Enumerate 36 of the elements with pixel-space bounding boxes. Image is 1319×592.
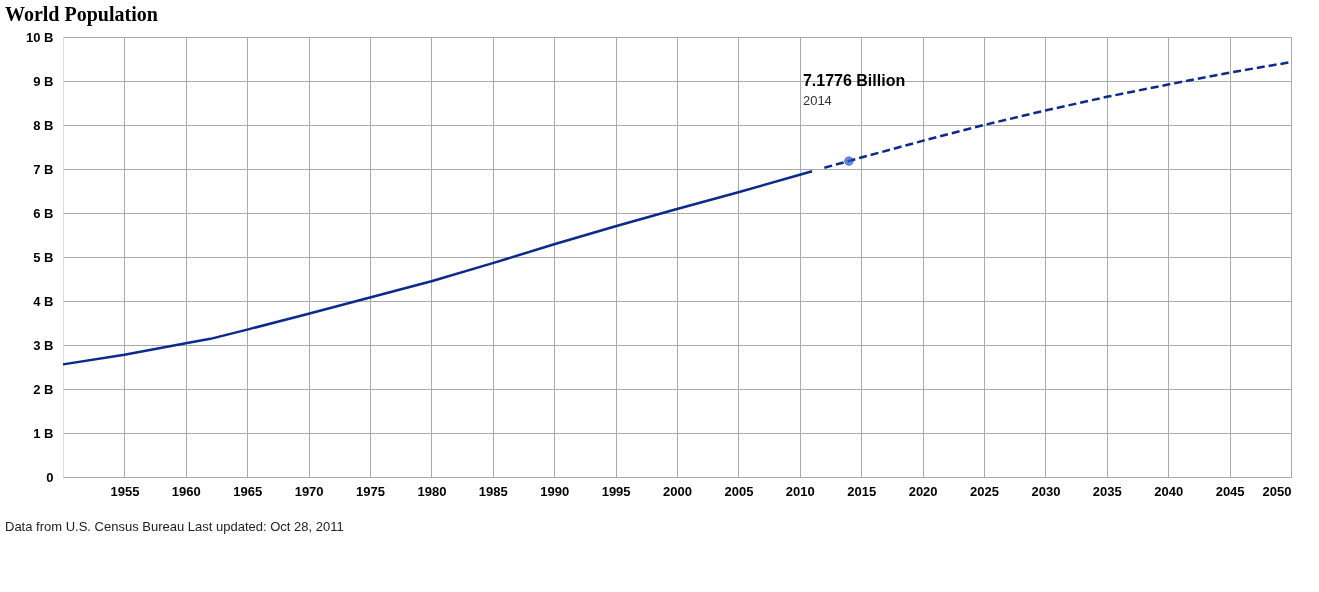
y-tick-label: 4 B	[33, 293, 54, 309]
x-tick-label: 2020	[908, 483, 938, 499]
line-series	[61, 169, 814, 366]
y-tick-label: 7 B	[33, 161, 54, 177]
x-tick-label: 2005	[724, 483, 754, 499]
x-tick-label: 2035	[1092, 483, 1122, 499]
y-tick-label: 8 B	[33, 117, 54, 133]
x-tick-label: 1985	[478, 483, 508, 499]
x-tick-label: 2045	[1215, 483, 1245, 499]
y-tick-label: 2 B	[33, 381, 54, 397]
x-tick-label: 1970	[294, 483, 324, 499]
x-tick-label: 1980	[417, 483, 447, 499]
x-tick-label: 1960	[171, 483, 201, 499]
y-tick-label: 0	[46, 469, 54, 485]
x-tick-label: 2010	[785, 483, 815, 499]
x-tick-label: 2000	[663, 483, 692, 499]
x-tick-label: 1995	[601, 483, 631, 499]
chart-title: World Population	[5, 3, 158, 26]
y-tick-label: 1 B	[33, 425, 54, 441]
x-tick-label: 1975	[356, 483, 385, 499]
x-tick-label: 2030	[1031, 483, 1061, 499]
y-tick-label: 9 B	[33, 73, 54, 89]
y-tick-label: 10 B	[26, 29, 54, 45]
annotation: 2014	[802, 93, 832, 109]
y-tick-label: 3 B	[33, 337, 54, 353]
y-tick-label: 6 B	[33, 205, 54, 221]
x-tick-label: 1990	[540, 483, 570, 499]
x-tick-label: 2025	[970, 483, 999, 499]
x-tick-label: 1965	[233, 483, 263, 499]
text: Data from U.S. Census Bureau Last updated: Oct 28, 2011	[5, 519, 344, 534]
annotation: 7.1776 Billion	[802, 72, 906, 90]
y-tick-label: 5 B	[33, 249, 54, 265]
x-tick-label: 1955	[110, 483, 140, 499]
x-tick-label: 2015	[847, 483, 877, 499]
x-tick-label: 2050	[1262, 483, 1292, 499]
x-tick-label: 2040	[1154, 483, 1184, 499]
